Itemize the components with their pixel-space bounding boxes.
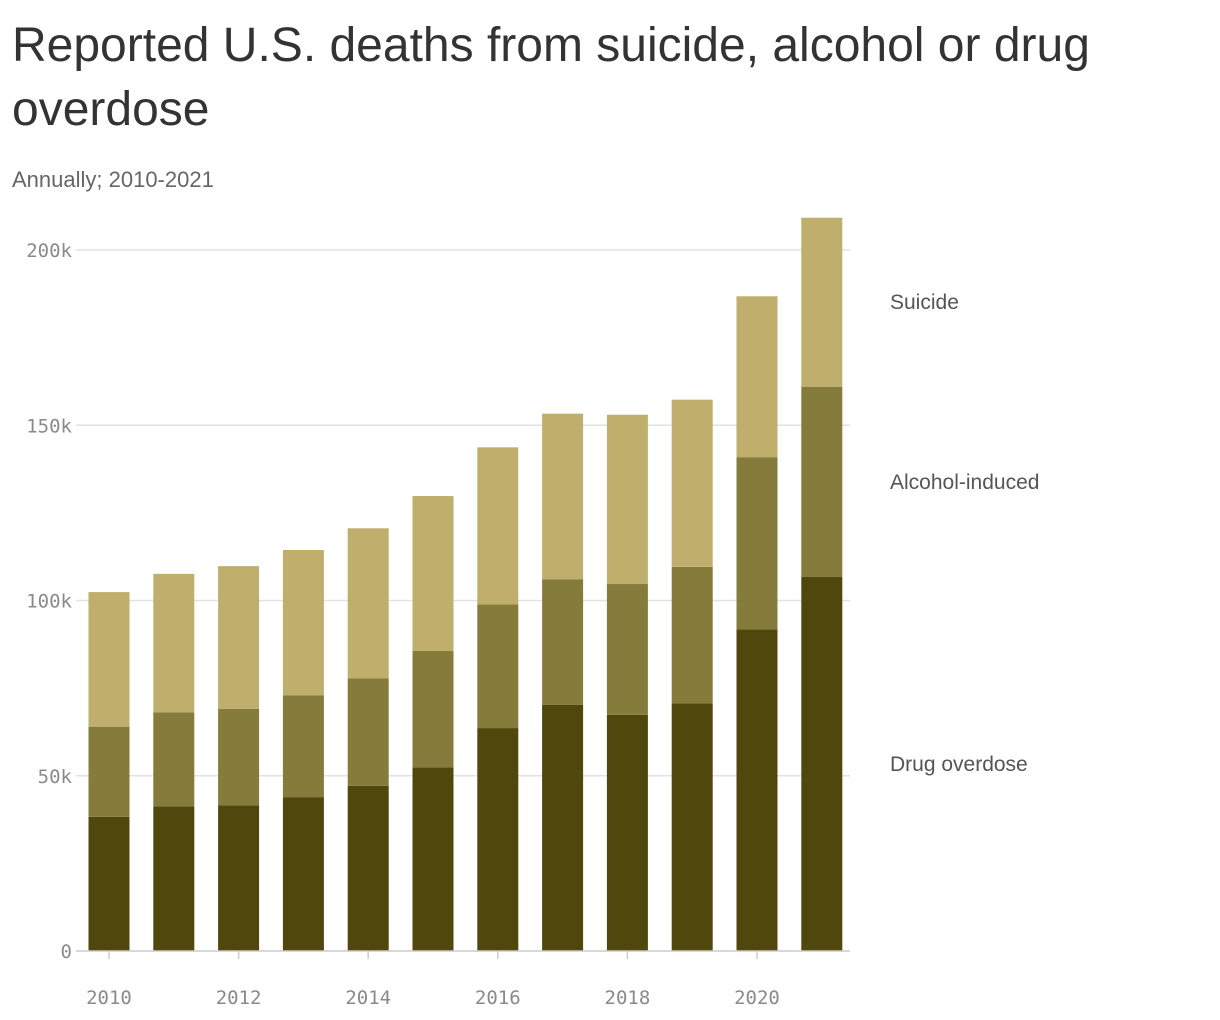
y-tick-label: 150k [26, 415, 72, 437]
bar-alcohol-induced-2015 [412, 650, 454, 768]
y-tick-label: 50k [38, 766, 73, 788]
y-tick-label: 0 [61, 941, 72, 963]
axes: 0 50k 100k 150k 200k 2010 2012 2014 2016 2018 2020 [26, 240, 850, 1009]
bar-alcohol-induced-2020 [736, 457, 778, 630]
bar-suicide-2012 [218, 566, 260, 709]
chart-subtitle: Annually; 2010-2021 [12, 167, 214, 192]
bar-suicide-2013 [282, 550, 324, 696]
x-tick-label: 2020 [734, 987, 780, 1009]
bar-drug-overdose-2016 [477, 728, 519, 951]
bar-alcohol-induced-2019 [671, 566, 713, 704]
y-tick-label: 100k [26, 591, 72, 613]
x-tick-label: 2014 [345, 987, 391, 1009]
series-label-drug-overdose: Drug overdose [890, 753, 1028, 776]
bar-drug-overdose-2010 [88, 816, 130, 951]
y-tick-label: 200k [26, 240, 72, 262]
series-label-alcohol-induced: Alcohol-induced [890, 471, 1039, 494]
x-tick-label: 2016 [475, 987, 521, 1009]
bar-suicide-2017 [542, 413, 584, 580]
bar-suicide-2015 [412, 496, 454, 651]
bar-drug-overdose-2020 [736, 629, 778, 951]
bar-alcohol-induced-2014 [347, 678, 389, 786]
bar-drug-overdose-2018 [606, 714, 648, 951]
series-label-suicide: Suicide [890, 291, 959, 314]
bar-suicide-2020 [736, 296, 778, 458]
bar-suicide-2010 [88, 592, 130, 727]
bar-suicide-2016 [477, 447, 519, 605]
bar-suicide-2019 [671, 399, 713, 567]
bar-alcohol-induced-2010 [88, 726, 130, 817]
bar-drug-overdose-2013 [282, 797, 324, 951]
series-labels: Drug overdose Alcohol-induced Suicide [890, 291, 1039, 776]
bar-alcohol-induced-2018 [606, 584, 648, 715]
bar-drug-overdose-2012 [218, 805, 260, 951]
bar-suicide-2011 [153, 573, 195, 713]
bar-suicide-2021 [801, 217, 843, 387]
bar-drug-overdose-2015 [412, 767, 454, 951]
bar-drug-overdose-2011 [153, 806, 195, 951]
bar-suicide-2014 [347, 528, 389, 679]
bar-drug-overdose-2017 [542, 704, 584, 951]
x-tick-label: 2018 [605, 987, 651, 1009]
bar-alcohol-induced-2013 [282, 695, 324, 798]
bar-alcohol-induced-2017 [542, 579, 584, 705]
bars [88, 217, 843, 951]
chart-title: Reported U.S. deaths from suicide, alcoh… [12, 19, 1090, 136]
bar-alcohol-induced-2016 [477, 604, 519, 729]
bar-drug-overdose-2014 [347, 785, 389, 951]
bar-drug-overdose-2021 [801, 577, 843, 951]
x-tick-label: 2010 [86, 987, 132, 1009]
bar-alcohol-induced-2012 [218, 708, 260, 806]
gridlines [76, 249, 850, 777]
bar-drug-overdose-2019 [671, 703, 713, 951]
x-tick-label: 2012 [216, 987, 262, 1009]
bar-alcohol-induced-2021 [801, 386, 843, 578]
bar-suicide-2018 [606, 414, 648, 585]
bar-alcohol-induced-2011 [153, 712, 195, 807]
